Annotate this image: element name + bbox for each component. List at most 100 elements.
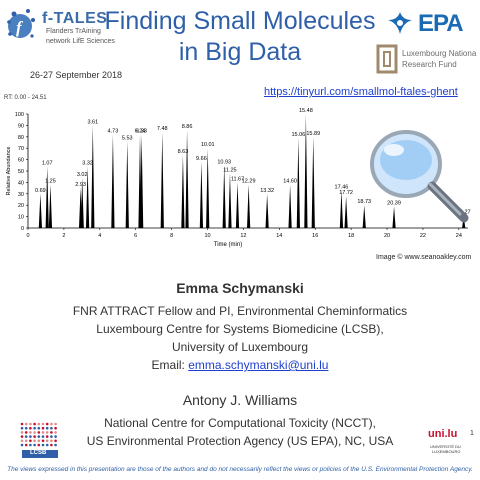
uni-lu-mark: uni.lu [428,428,458,440]
lcsb-dot [20,443,24,447]
lcsb-dot [41,422,45,426]
peak-mark [392,206,396,228]
author2-affiliation-1: National Centre for Computational Toxici… [104,416,376,430]
peak-label: 10.01 [201,142,215,148]
lcsb-dot [20,422,24,426]
lcsb-dot [45,422,49,426]
peak-mark [38,193,43,228]
peak-mark [45,166,49,228]
lcsb-dot [50,431,53,434]
uni-lu-logo-icon [426,428,466,442]
lcsb-dot [33,422,36,426]
peak-label: 9.66 [196,156,207,162]
lcsb-logo: LCSB [18,420,62,460]
lcsb-dot [41,431,45,434]
peak-mark [206,148,210,228]
lcsb-dot [29,422,32,426]
lcsb-dot [50,422,53,426]
y-tick-label: 100 [15,112,24,118]
peak-mark [48,184,53,228]
y-tick-label: 30 [18,192,24,198]
peak-label: 15.06 [291,132,305,138]
peak-label: 8.86 [182,124,193,130]
lcsb-dot [50,435,53,438]
peak-mark [185,129,189,228]
lcsb-dot [24,422,28,426]
peak-label: 6.33 [136,129,147,135]
x-tick-label: 0 [26,233,29,239]
lcsb-dot [41,426,45,430]
peak-mark [111,134,115,228]
uni-lu-line-1: UNIVERSITÉ DU [430,444,461,449]
lcsb-dot [24,426,28,430]
email-label: Email: [151,358,189,372]
peak-mark [160,132,164,228]
x-tick-label: 24 [456,233,462,239]
x-tick-label: 22 [420,233,426,239]
lcsb-dot [33,431,36,434]
peak-label: 13.32 [260,188,274,194]
ftales-subtitle-1: Flanders TrAining [46,28,101,35]
lcsb-dot [24,443,28,447]
image-credit: Image © www.seanoakley.com [376,254,472,261]
lcsb-dot [24,431,28,434]
slide-title: Finding Small Molecules in Big Data [100,6,380,68]
lnrf-logo-icon [376,44,398,74]
peak-label: 17.46 [335,184,349,190]
epa-logo-text: EPA [418,10,464,37]
lnrf-line-1: Luxembourg Nationa [402,49,477,58]
peak-label: 14.60 [283,179,297,185]
lcsb-dot [33,439,36,443]
lnrf-logo-text: Luxembourg Nationa Research Fund [402,48,476,70]
lcsb-dot [29,439,32,443]
lcsb-dot [50,439,53,443]
x-tick-label: 2 [62,233,65,239]
peak-mark [138,134,142,228]
email-link[interactable]: emma.schymanski@uni.lu [188,358,329,372]
peak-label: 11.25 [223,167,236,173]
lcsb-dot [41,435,45,438]
ftales-subtitle-2: network LifE Sciences [46,38,115,45]
lcsb-dot [20,435,24,438]
chromatogram-chart: 0.69 1.07 1.25 2.93 3.02 3.32 3.61 4.735.536.33… [6,108,471,248]
peak-mark [362,205,366,228]
lcsb-dot [24,439,28,443]
peak-label: 2.93 [75,182,86,188]
peak-mark [91,125,95,228]
peak-mark [296,137,300,228]
lcsb-dot [37,443,41,447]
lcsb-dot [37,426,41,430]
peak-label: 17.72 [339,190,353,196]
peak-mark [247,184,251,228]
peak-label: 20.39 [387,200,401,206]
disclaimer: The views expressed in this presentation… [7,466,473,473]
peak-label: 18.73 [357,199,371,205]
lcsb-dot [54,431,57,434]
lcsb-dot [45,439,49,443]
y-tick-label: 90 [18,123,24,129]
slide-title-line-2: in Big Data [178,38,302,66]
lcsb-dot [54,439,57,443]
peak-label: 11.67 [231,176,244,182]
peak-mark [181,155,185,228]
y-tick-label: 80 [18,135,24,141]
peak-label: 1.25 [45,179,56,185]
peak-label: 1.07 [42,160,53,166]
ftales-logo-icon: f [7,9,35,38]
x-tick-label: 10 [204,233,210,239]
uni-lu-line-2: LUXEMBOURG [432,449,461,454]
peak-mark [80,177,84,228]
peak-mark [265,193,269,228]
peak-mark [311,136,315,228]
lnrf-line-2: Research Fund [402,60,457,69]
magnifying-glass-icon [370,130,469,223]
x-tick-label: 8 [170,233,173,239]
talk-url-link[interactable]: https://tinyurl.com/smallmol-ftales-ghen… [264,86,458,98]
peak-mark [235,182,240,228]
peak-mark [304,114,308,228]
svg-text:f: f [16,18,24,37]
peak-label: 8.63 [178,149,189,155]
y-tick-label: 20 [18,203,24,209]
peak-mark [344,196,348,228]
peak-mark [199,161,204,228]
